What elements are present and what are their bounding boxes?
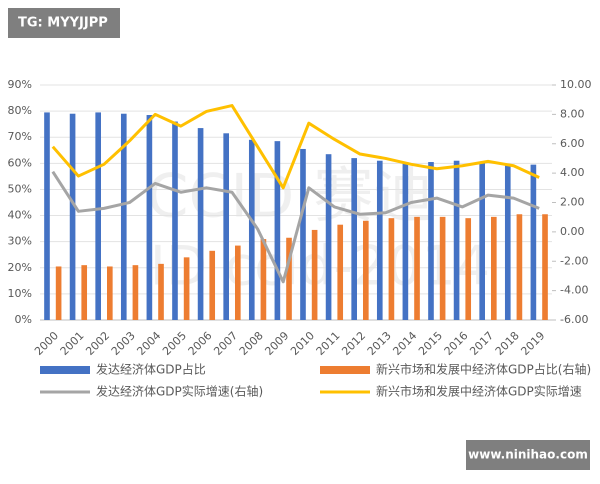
bar (325, 154, 332, 320)
x-tick-label: 2005 (160, 329, 189, 358)
x-tick-label: 2009 (262, 329, 291, 358)
bar (55, 266, 62, 320)
x-tick-label: 2014 (390, 329, 419, 358)
y2-tick-label: -4.00 (560, 284, 588, 297)
y-tick-label: 50% (8, 182, 32, 195)
x-tick-label: 2013 (365, 329, 394, 358)
bar (530, 164, 537, 320)
x-tick-label: 2003 (109, 329, 138, 358)
legend-label: 发达经济体GDP占比 (96, 362, 206, 377)
y-tick-label: 70% (8, 130, 32, 143)
x-tick-label: 2000 (32, 329, 61, 358)
y-tick-label: 30% (8, 235, 32, 248)
bar (81, 265, 88, 320)
x-tick-label: 2007 (211, 329, 240, 358)
y2-tick-label: -2.00 (560, 254, 588, 267)
x-tick-label: 2012 (339, 329, 368, 358)
bar (516, 214, 523, 320)
y2-tick-label: 6.00 (560, 137, 585, 150)
x-tick-label: 2006 (186, 329, 215, 358)
legend-swatch (40, 366, 90, 374)
bar (337, 224, 344, 320)
y-tick-label: 40% (8, 209, 32, 222)
bar (260, 239, 267, 320)
bar (363, 220, 369, 320)
y-tick-label: 0% (15, 313, 32, 326)
site-box (466, 440, 590, 470)
bar (402, 162, 409, 320)
bar (146, 115, 153, 321)
y2-tick-label: -6.00 (560, 313, 588, 326)
tag-text: TG: MYYJJPP (18, 16, 108, 31)
x-tick-label: 2011 (314, 329, 343, 358)
bar (351, 158, 357, 320)
legend-swatch (320, 366, 370, 374)
bar (388, 218, 395, 320)
y-tick-label: 90% (8, 78, 32, 91)
x-tick-label: 2016 (442, 329, 471, 358)
y-tick-label: 80% (8, 104, 32, 117)
y2-tick-label: 4.00 (560, 166, 585, 179)
legend-label: 新兴市场和发展中经济体GDP实际增速 (376, 384, 582, 399)
x-tick-label: 2001 (58, 329, 87, 358)
y2-tick-label: 10.00 (560, 78, 592, 91)
bar (69, 113, 76, 320)
site-text: www.ninihao.com (468, 448, 588, 462)
bar (376, 160, 383, 320)
line (51, 170, 540, 284)
x-tick-label: 2004 (134, 329, 163, 358)
bar (428, 162, 434, 320)
y-tick-label: 20% (8, 261, 32, 274)
bar (479, 162, 485, 320)
y2-tick-label: 0.00 (560, 225, 585, 238)
bar (158, 263, 164, 320)
bar (286, 237, 292, 320)
y2-tick-label: 8.00 (560, 107, 585, 120)
tag-box (8, 8, 120, 38)
legend-label: 发达经济体GDP实际增速(右轴) (96, 384, 263, 399)
x-tick-label: 2008 (237, 329, 266, 358)
x-tick-label: 2017 (467, 329, 496, 358)
bar (235, 245, 241, 320)
bar (491, 216, 497, 320)
bar (504, 164, 511, 320)
bar (107, 266, 113, 320)
bar (172, 121, 178, 320)
x-tick-label: 2010 (288, 329, 317, 358)
line (51, 104, 540, 190)
x-tick-label: 2002 (83, 329, 112, 358)
bar (132, 265, 139, 320)
bar (248, 139, 255, 320)
bar (300, 148, 306, 320)
bar (95, 112, 101, 321)
y-tick-label: 10% (8, 287, 32, 300)
bar (44, 112, 50, 321)
bar (209, 250, 216, 320)
x-tick-label: 2018 (493, 329, 522, 358)
y2-tick-label: 2.00 (560, 196, 585, 209)
bar (542, 214, 548, 320)
bar (453, 160, 460, 320)
bar (465, 218, 472, 320)
bar (311, 229, 318, 320)
x-tick-label: 2015 (416, 329, 445, 358)
legend-label: 新兴市场和发展中经济体GDP占比(右轴) (376, 362, 591, 377)
bar (439, 216, 446, 320)
bar (223, 133, 229, 320)
bar (183, 257, 190, 320)
bar (414, 216, 420, 320)
y-tick-label: 60% (8, 156, 32, 169)
x-tick-label: 2019 (518, 329, 547, 358)
bar (274, 141, 281, 320)
bar (197, 128, 204, 320)
bar (120, 113, 127, 320)
